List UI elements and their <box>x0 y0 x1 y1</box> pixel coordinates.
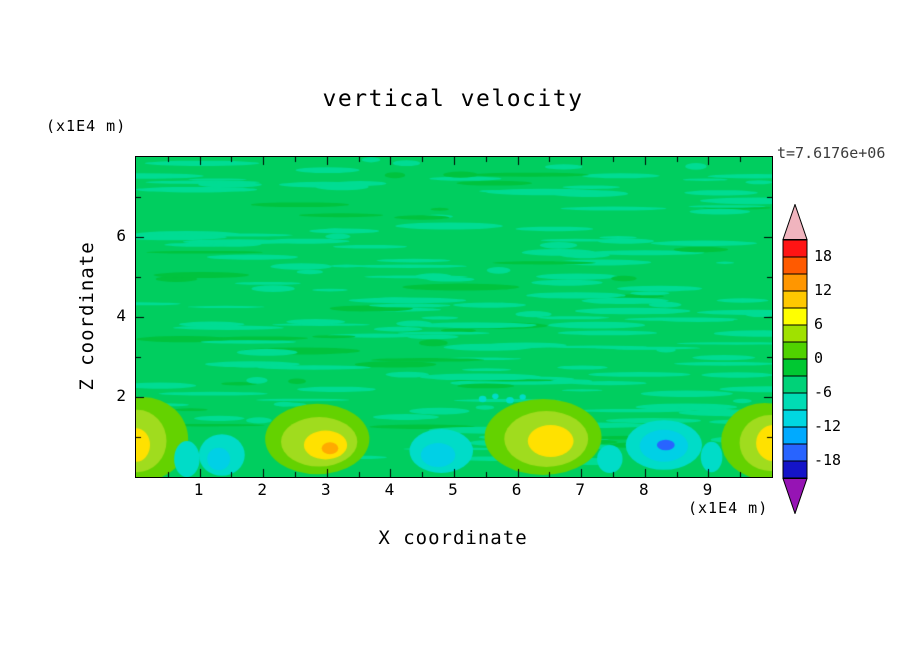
colorbar-tick-label: 12 <box>814 281 833 299</box>
colorbar-cell <box>782 324 808 343</box>
y-axis-unit: (x1E4 m) <box>46 117 127 135</box>
colorbar-tick-label: -6 <box>814 383 833 401</box>
x-tick-label: 9 <box>702 480 713 499</box>
y-tick-label: 2 <box>116 386 126 405</box>
x-tick-label: 2 <box>257 480 267 499</box>
colorbar-cell <box>782 307 808 326</box>
plot-title: vertical velocity <box>322 86 584 112</box>
colorbar <box>782 204 808 514</box>
colorbar-cell <box>782 273 808 292</box>
colorbar-cell <box>782 358 808 377</box>
x-tick-label: 5 <box>448 480 458 499</box>
x-tick-label: 7 <box>575 480 585 499</box>
y-tick-label: 6 <box>116 226 126 245</box>
x-tick-label: 6 <box>511 480 522 499</box>
x-tick-label: 8 <box>638 480 649 499</box>
plot-area <box>135 156 773 478</box>
colorbar-cell <box>782 409 808 428</box>
colorbar-cell <box>782 426 808 445</box>
colorbar-tick-label: -18 <box>814 451 842 469</box>
colorbar-tick-label: 0 <box>814 349 824 367</box>
x-tick-label: 4 <box>384 480 395 499</box>
colorbar-tick-label: -12 <box>814 417 842 435</box>
colorbar-cell <box>782 375 808 394</box>
colorbar-tick-label: 18 <box>814 247 833 265</box>
x-axis-unit: (x1E4 m) <box>688 499 769 517</box>
time-label: t=7.6176e+06 <box>777 144 886 162</box>
x-tick-label: 3 <box>320 480 331 499</box>
colorbar-cell <box>782 392 808 411</box>
x-axis-label: X coordinate <box>378 527 528 549</box>
colorbar-cell <box>782 256 808 275</box>
colorbar-cell <box>782 239 808 258</box>
colorbar-cell <box>782 341 808 360</box>
colorbar-cell <box>782 460 808 479</box>
colorbar-cell <box>782 290 808 309</box>
contour-field <box>136 157 772 477</box>
x-tick-label: 1 <box>193 480 204 499</box>
colorbar-top-arrow <box>782 204 808 240</box>
y-tick-label: 4 <box>116 306 126 325</box>
colorbar-bottom-arrow <box>782 478 808 514</box>
colorbar-tick-label: 6 <box>814 315 824 333</box>
colorbar-cell <box>782 443 808 462</box>
